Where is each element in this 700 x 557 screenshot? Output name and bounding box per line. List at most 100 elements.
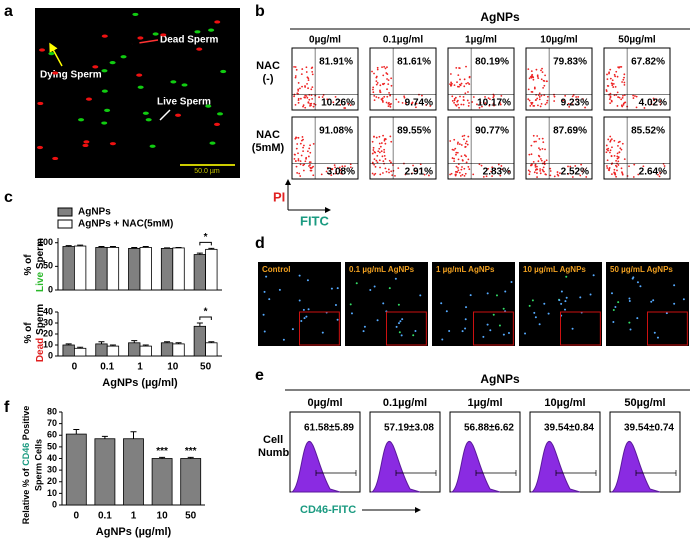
dot: [585, 176, 588, 178]
error-bar: [77, 346, 84, 349]
cell: [612, 320, 615, 323]
dot: [617, 144, 619, 147]
error-bar: [130, 431, 137, 439]
dot: [309, 166, 312, 169]
dot: [414, 170, 417, 172]
scale-label: 50.0 µm: [194, 168, 220, 175]
dot: [549, 170, 552, 172]
dot: [528, 77, 531, 80]
dot: [381, 155, 384, 158]
dot: [371, 172, 374, 175]
dot: [376, 154, 379, 157]
dot: [613, 73, 616, 76]
dot: [456, 142, 459, 145]
dot: [609, 135, 612, 138]
dot: [538, 147, 540, 150]
quadrant-value: 2.64%: [639, 167, 667, 178]
dot: [311, 97, 314, 100]
legend-swatch: [57, 207, 73, 217]
dot: [304, 106, 307, 109]
dot: [507, 170, 510, 173]
dot: [305, 66, 308, 69]
dot: [533, 104, 536, 107]
dot: [582, 168, 585, 170]
cell: [282, 338, 285, 341]
dot-plot: [369, 116, 437, 180]
dot: [308, 98, 311, 101]
dot: [574, 165, 577, 167]
dot: [472, 96, 475, 98]
cell: [636, 281, 639, 284]
dot: [544, 74, 546, 77]
dot: [540, 94, 543, 97]
dot: [610, 155, 613, 158]
dot: [311, 70, 314, 73]
x-tick-label: 0: [72, 362, 78, 373]
x-axis-label: AgNPs (µg/ml): [102, 377, 178, 389]
cell: [336, 318, 339, 321]
dot: [620, 167, 623, 170]
bar: [151, 458, 173, 506]
cell: [181, 83, 188, 87]
gate-value: 61.58±5.89: [304, 423, 354, 434]
dot: [610, 138, 613, 141]
dot: [312, 174, 315, 177]
dot: [297, 158, 300, 160]
significance: *: [204, 232, 208, 243]
dot: [532, 76, 535, 79]
cell: [682, 298, 685, 301]
dot: [479, 101, 482, 104]
dot: [582, 98, 584, 100]
dot: [321, 96, 324, 98]
dot: [302, 138, 304, 141]
dot: [302, 150, 305, 153]
dot: [318, 96, 321, 99]
y-tick-label: 60: [47, 430, 57, 440]
dot: [538, 98, 541, 101]
dot: [374, 165, 377, 168]
dot: [458, 106, 460, 109]
dot: [391, 174, 394, 177]
dot: [451, 95, 454, 98]
bar: [106, 345, 120, 357]
cell: [653, 331, 656, 334]
dot: [618, 151, 621, 154]
cell: [414, 330, 417, 333]
inset-box: [386, 311, 427, 346]
error-bar: [65, 343, 72, 345]
dot: [334, 166, 336, 169]
cell: [628, 299, 631, 302]
dot: [306, 82, 308, 85]
error-bar: [109, 344, 116, 347]
dot: [606, 167, 609, 169]
dot: [455, 171, 458, 173]
bar: [172, 343, 185, 357]
dot: [610, 100, 613, 103]
cell: [101, 34, 108, 38]
dot: [607, 149, 609, 152]
column-label: 0µg/ml: [307, 397, 342, 409]
dot: [607, 85, 610, 87]
dot: [382, 172, 384, 174]
dot: [620, 148, 623, 151]
dot: [372, 88, 374, 91]
cell: [560, 302, 563, 305]
dot: [539, 148, 542, 151]
dot: [478, 106, 481, 109]
dot: [320, 173, 323, 176]
dot: [532, 134, 535, 137]
dot: [449, 73, 452, 75]
panel-letter: e: [255, 367, 264, 384]
dot: [607, 147, 610, 150]
dot: [608, 169, 611, 172]
dot: [347, 102, 349, 105]
dot: [605, 89, 608, 91]
quadrant-value: 9.74%: [405, 98, 433, 109]
dot: [457, 158, 460, 161]
dot: [614, 75, 617, 78]
error-bar: [196, 322, 203, 327]
dot: [381, 83, 384, 85]
dot: [450, 172, 453, 175]
cell: [376, 319, 379, 322]
cell: [510, 280, 513, 283]
